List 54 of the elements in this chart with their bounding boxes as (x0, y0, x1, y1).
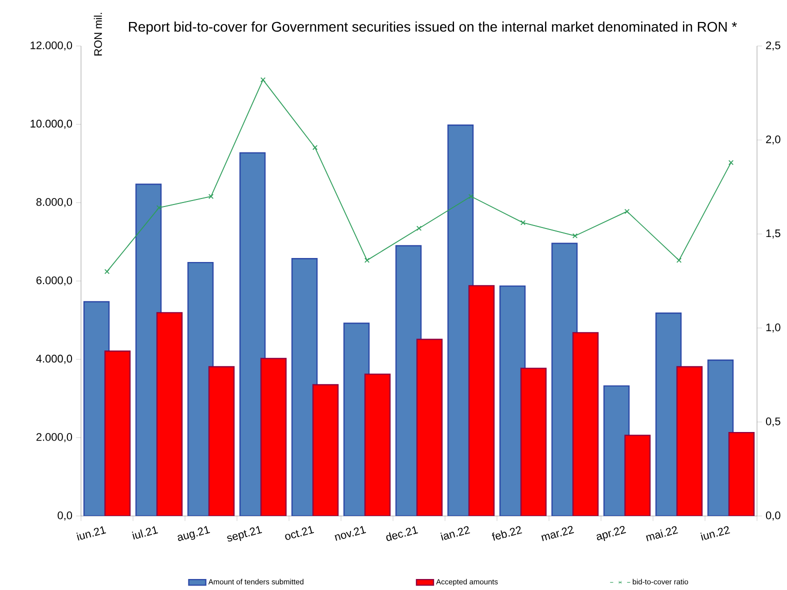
y-tick-label: 8.000,0 (36, 198, 72, 208)
bar (312, 384, 339, 516)
bar (520, 368, 547, 516)
point (416, 226, 422, 232)
y2-tick-label: 0,0 (766, 512, 780, 521)
x-tick-label: iul.21 (132, 526, 158, 540)
bar (208, 366, 235, 516)
point (312, 145, 318, 150)
y-tick-label: 6.000,0 (36, 276, 72, 286)
bar (728, 432, 755, 516)
x-tick-label: iun.22 (700, 526, 730, 541)
y-tick-label: 0,0 (58, 512, 72, 521)
y2-tick-label: 1,0 (766, 324, 780, 333)
point (728, 160, 734, 166)
bar (364, 374, 391, 516)
x-tick-label: aug.21 (178, 526, 210, 542)
point (364, 258, 370, 263)
bar (156, 312, 183, 516)
y-tick-label: 10.000,0 (30, 120, 72, 129)
y-tick-label: 2.000,0 (36, 433, 72, 442)
point (520, 220, 526, 226)
point (572, 233, 578, 239)
bar (468, 285, 495, 516)
y2-tick-label: 2,0 (766, 136, 780, 145)
point (676, 258, 682, 263)
bar (676, 366, 703, 516)
x-tick-label: feb.22 (492, 526, 522, 541)
bar (104, 350, 131, 516)
point (260, 77, 266, 82)
y-axis-title: RON mil. (94, 13, 102, 56)
chart-title: Report bid-to-cover for Government securities issued on the internal market denominated in RON * (129, 22, 737, 35)
bar (624, 434, 651, 516)
point (156, 205, 162, 210)
point (104, 269, 110, 274)
bar (260, 358, 287, 516)
bar (572, 332, 599, 516)
x-tick-label: oct.21 (285, 526, 314, 540)
y2-tick-label: 0,5 (766, 418, 780, 427)
point (468, 194, 474, 200)
x-tick-label: iun.21 (76, 526, 106, 541)
x-tick-label: dec.21 (386, 526, 418, 542)
y-tick-label: 4.000,0 (36, 354, 72, 364)
x-tick-label: mar.22 (541, 526, 574, 542)
y2-tick-label: 1,5 (766, 230, 780, 239)
x-tick-label: apr.22 (596, 526, 626, 542)
bar (416, 338, 443, 516)
point (208, 194, 214, 200)
x-tick-label: sept.21 (227, 526, 262, 542)
x-tick-label: nov.21 (334, 526, 366, 541)
point (624, 208, 630, 214)
y-tick-label: 12.000,0 (30, 42, 72, 51)
x-tick-label: mai.22 (646, 526, 678, 542)
y2-tick-label: 2,5 (766, 42, 780, 51)
x-tick-label: ian.22 (440, 526, 470, 541)
